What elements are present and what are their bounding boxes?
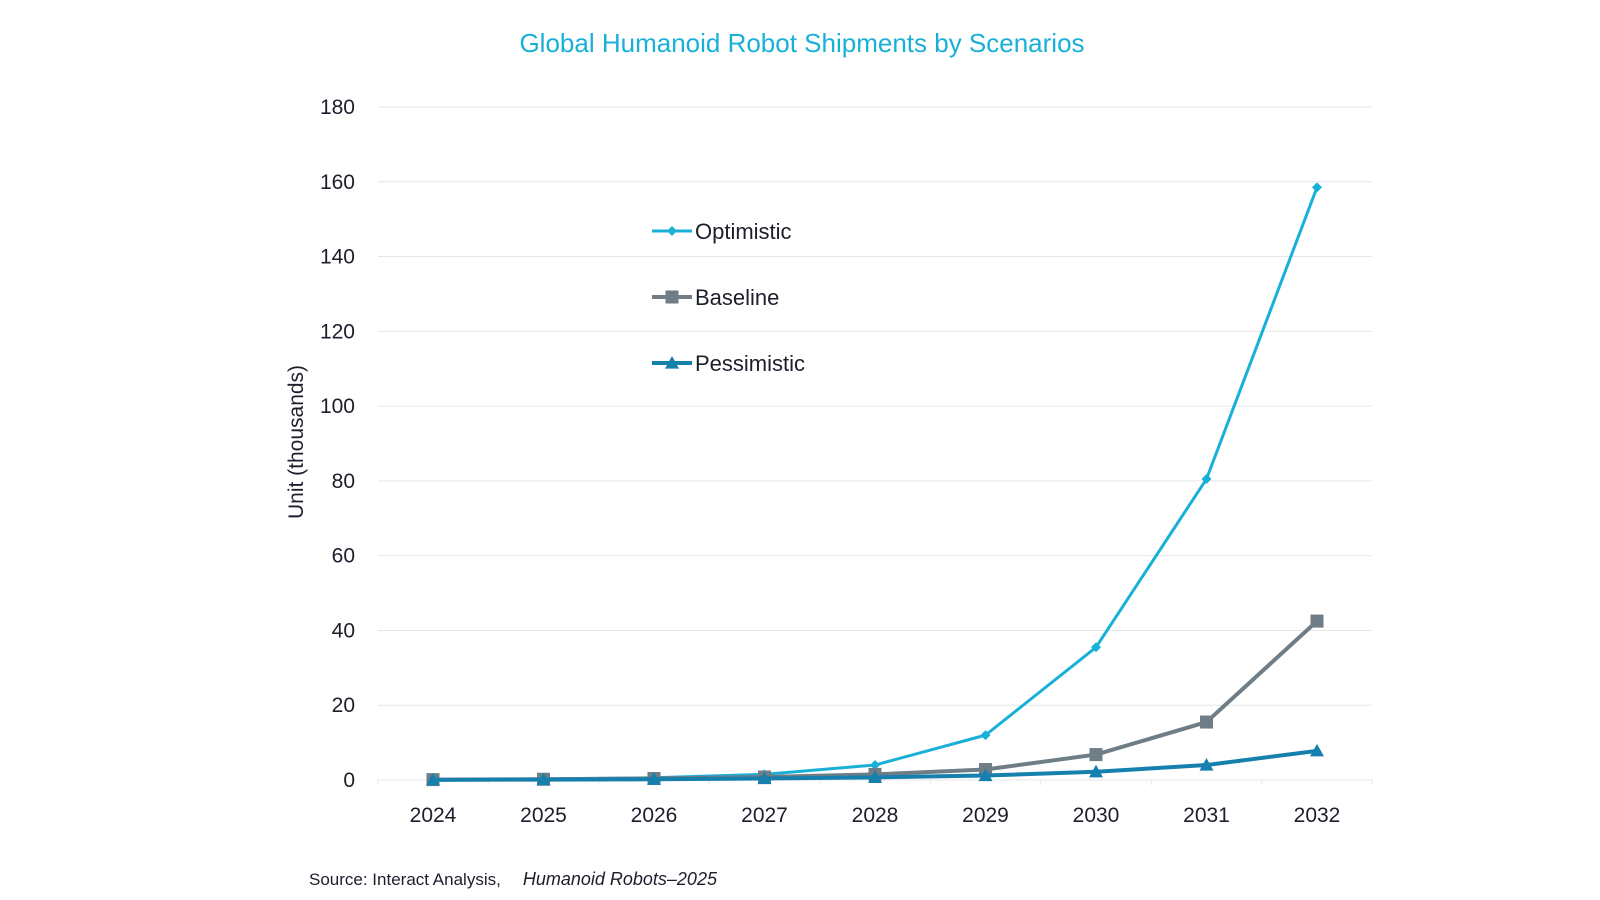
source-label: Source: Interact Analysis, <box>309 870 501 889</box>
y-tick-label: 0 <box>343 769 355 792</box>
legend-label: Baseline <box>695 285 779 310</box>
pessimistic-point-2024 <box>426 772 440 786</box>
pessimistic-point-2026 <box>647 772 661 785</box>
pessimistic-point-2025 <box>536 772 551 786</box>
x-tick-label: 2028 <box>852 804 899 827</box>
pessimistic-point-2027 <box>757 771 772 785</box>
legend-item-optimistic: Optimistic <box>652 219 792 244</box>
baseline-point-2030 <box>1089 748 1103 762</box>
series-group <box>426 182 1324 787</box>
legend-item-pessimistic: Pessimistic <box>652 351 805 376</box>
pessimistic-point-2029 <box>978 768 993 782</box>
pessimistic-point-2030 <box>1089 764 1103 778</box>
y-tick-label: 100 <box>320 395 355 418</box>
optimistic-point-2030 <box>1091 642 1101 653</box>
y-tick-label: 20 <box>332 694 355 717</box>
x-tick-label: 2031 <box>1183 804 1230 827</box>
x-tick-label: 2032 <box>1294 804 1341 827</box>
y-tick-label: 120 <box>320 320 355 343</box>
y-axis-ticks: 0 20 40 60 80 100 120 140 160 180 <box>320 96 355 792</box>
legend-marker <box>665 356 679 369</box>
optimistic-line <box>432 186 1319 782</box>
y-tick-label: 80 <box>332 470 355 493</box>
legend-marker <box>667 226 677 236</box>
legend: Optimistic Baseline Pessimistic <box>652 219 805 376</box>
pessimistic-point-2031 <box>1199 758 1214 771</box>
legend-label: Optimistic <box>695 219 792 244</box>
x-tick-label: 2026 <box>631 804 678 827</box>
x-tick-label: 2024 <box>410 804 457 827</box>
x-axis-ticks: 2024 2025 2026 2027 2028 2029 2030 2031 2032 <box>377 780 1373 827</box>
series-pessimistic <box>426 743 1324 786</box>
optimistic-point-2029 <box>980 730 991 741</box>
y-tick-label: 60 <box>332 545 355 568</box>
x-tick-label: 2025 <box>520 804 567 827</box>
source-publication: Humanoid Robots–2025 <box>522 869 717 889</box>
series-optimistic <box>428 182 1322 785</box>
legend-marker <box>665 290 679 304</box>
x-tick-label: 2030 <box>1073 804 1120 827</box>
baseline-point-2032 <box>1310 614 1324 628</box>
x-tick-label: 2027 <box>741 804 788 827</box>
baseline-point-2031 <box>1200 715 1213 729</box>
legend-item-baseline: Baseline <box>652 285 779 310</box>
optimistic-point-2031 <box>1201 474 1212 485</box>
y-axis-label: Unit (thousands) <box>285 365 308 519</box>
y-tick-label: 160 <box>320 171 355 194</box>
baseline-line <box>432 619 1319 782</box>
y-tick-label: 140 <box>320 246 355 269</box>
y-tick-label: 180 <box>320 96 355 119</box>
gridlines <box>378 106 1372 781</box>
optimistic-point-2028 <box>870 760 880 771</box>
legend-label: Pessimistic <box>695 351 805 376</box>
source-note: Source: Interact Analysis, Humanoid Robot… <box>309 869 717 890</box>
x-tick-label: 2029 <box>962 804 1009 827</box>
pessimistic-point-2028 <box>868 770 882 783</box>
chart-title: Global Humanoid Robot Shipments by Scena… <box>519 28 1084 58</box>
optimistic-point-2032 <box>1312 182 1322 193</box>
y-tick-label: 40 <box>332 619 355 642</box>
pessimistic-point-2032 <box>1310 743 1324 757</box>
